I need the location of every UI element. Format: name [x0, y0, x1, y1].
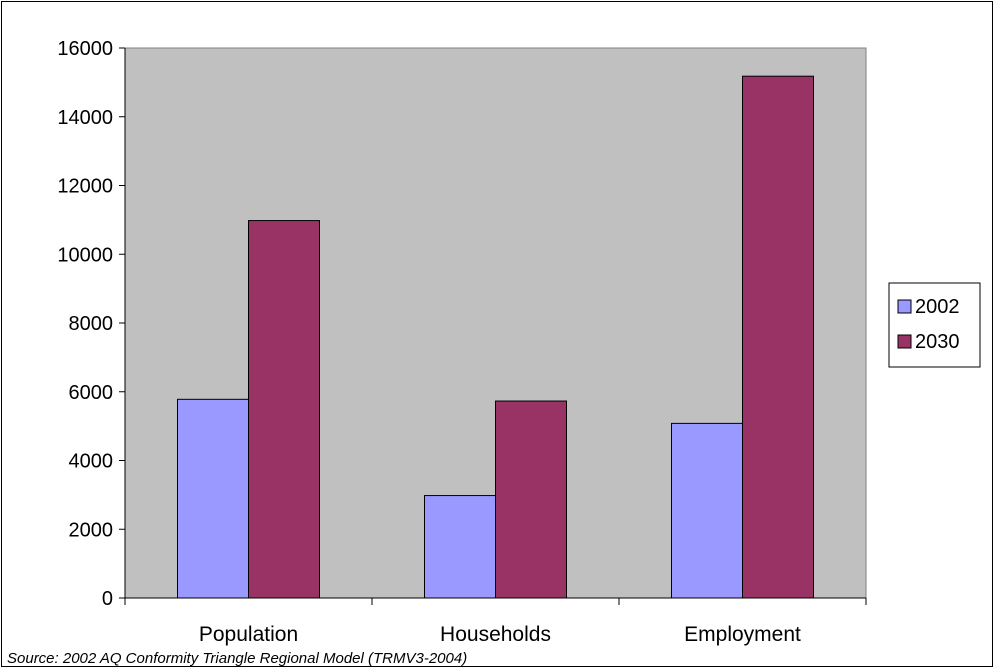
- y-tick-label: 4000: [69, 451, 114, 473]
- x-category-label: Households: [440, 623, 551, 646]
- y-tick-label: 8000: [69, 313, 114, 335]
- y-tick-label: 6000: [69, 382, 114, 404]
- legend-label: 2002: [915, 296, 960, 318]
- y-tick-label: 12000: [57, 176, 113, 198]
- y-tick-label: 0: [102, 588, 113, 610]
- x-axis-ticks: Population Households Employment: [124, 598, 867, 646]
- bar-2030-households: [495, 400, 567, 599]
- bar-2002-households: [424, 495, 496, 599]
- legend-swatch: [897, 299, 912, 314]
- x-category-label: Population: [199, 623, 298, 646]
- bar-2002-employment: [671, 422, 743, 599]
- y-tick-label: 14000: [57, 107, 113, 129]
- bars: [177, 75, 814, 599]
- y-axis-ticks: 0 2000 4000 6000 8000 10000 12000 14000 16000: [57, 38, 125, 610]
- legend-swatch: [897, 334, 912, 349]
- bar-2030-population: [248, 220, 320, 599]
- x-category-label: Employment: [684, 623, 801, 646]
- legend: 2002 2030: [888, 282, 981, 368]
- legend-box: [888, 282, 981, 368]
- bar-2030-employment: [742, 75, 814, 599]
- source-note: Source: 2002 AQ Conformity Triangle Regi…: [7, 650, 468, 667]
- y-tick-label: 16000: [57, 38, 113, 60]
- y-tick-label: 2000: [69, 519, 114, 541]
- bar-2002-population: [177, 398, 249, 599]
- y-tick-label: 10000: [57, 244, 113, 266]
- legend-label: 2030: [915, 331, 960, 353]
